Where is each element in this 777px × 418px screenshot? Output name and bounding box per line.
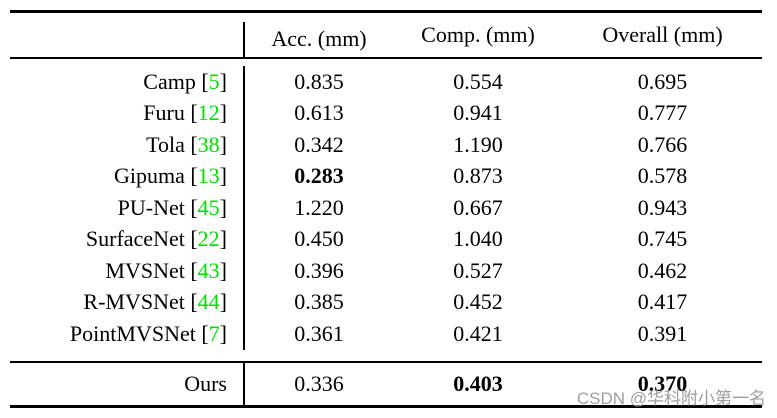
table-row: Gipuma [13] 0.283 0.873 0.578 bbox=[10, 160, 762, 192]
comp-value-best: 0.403 bbox=[453, 370, 503, 396]
method-name: PointMVSNet bbox=[69, 320, 196, 346]
header-overall: Overall (mm) bbox=[602, 22, 723, 47]
table-header-row: Acc. (mm) Comp. (mm) Overall (mm) bbox=[10, 13, 762, 57]
comp-value: 0.421 bbox=[453, 320, 503, 346]
acc-value: 0.336 bbox=[243, 362, 393, 405]
citation-number[interactable]: 5 bbox=[208, 68, 220, 94]
cite-bracket-close: ] bbox=[219, 100, 227, 126]
method-cell: Furu [12] bbox=[10, 102, 243, 124]
acc-value: 1.220 bbox=[243, 192, 393, 224]
citation-number[interactable]: 12 bbox=[197, 100, 220, 126]
ours-row: Ours 0.336 0.403 0.370 bbox=[10, 362, 762, 405]
acc-value: 0.361 bbox=[243, 318, 393, 350]
cite-bracket-open: [ bbox=[184, 194, 198, 220]
header-acc: Acc. (mm) bbox=[243, 21, 393, 57]
method-cell: Gipuma [13] bbox=[10, 165, 243, 187]
citation-number[interactable]: 43 bbox=[197, 257, 220, 283]
table-row: Furu [12] 0.613 0.941 0.777 bbox=[10, 97, 762, 129]
footer-rule bbox=[10, 360, 762, 363]
table-row: MVSNet [43] 0.396 0.527 0.462 bbox=[10, 255, 762, 287]
method-cell: PointMVSNet [7] bbox=[10, 320, 243, 346]
cite-bracket-open: [ bbox=[184, 163, 198, 189]
table-row: R-MVSNet [44] 0.385 0.452 0.417 bbox=[10, 286, 762, 318]
header-comp: Comp. (mm) bbox=[421, 22, 535, 47]
table-row: Camp [5] 0.835 0.554 0.695 bbox=[10, 66, 762, 98]
acc-value: 0.385 bbox=[243, 286, 393, 318]
cite-bracket-open: [ bbox=[184, 257, 198, 283]
method-cell: Tola [38] bbox=[10, 131, 243, 157]
citation-number[interactable]: 13 bbox=[197, 163, 220, 189]
comp-value: 1.040 bbox=[453, 226, 503, 252]
comp-value: 1.190 bbox=[453, 131, 503, 157]
comp-value: 0.667 bbox=[453, 194, 503, 220]
method-name: Tola bbox=[146, 131, 185, 157]
overall-value: 0.943 bbox=[637, 194, 688, 220]
acc-value: 0.396 bbox=[243, 255, 393, 287]
comp-value: 0.873 bbox=[453, 163, 503, 189]
overall-value-best: 0.370 bbox=[637, 370, 688, 396]
cite-bracket-close: ] bbox=[219, 131, 227, 157]
method-cell: MVSNet [43] bbox=[10, 257, 243, 283]
acc-value-best: 0.283 bbox=[243, 160, 393, 192]
cite-bracket-open: [ bbox=[184, 131, 198, 157]
comp-value: 0.452 bbox=[453, 289, 503, 315]
method-cell: PU-Net [45] bbox=[10, 194, 243, 220]
cite-bracket-open: [ bbox=[184, 226, 198, 252]
table-row: Tola [38] 0.342 1.190 0.766 bbox=[10, 129, 762, 161]
overall-value: 0.391 bbox=[637, 320, 688, 346]
table-row: PointMVSNet [7] 0.361 0.421 0.391 bbox=[10, 318, 762, 350]
method-name: Gipuma bbox=[113, 163, 185, 189]
overall-value: 0.745 bbox=[637, 226, 688, 252]
acc-value: 0.835 bbox=[243, 66, 393, 98]
cite-bracket-close: ] bbox=[219, 257, 227, 283]
overall-value: 0.462 bbox=[637, 257, 688, 283]
comp-value: 0.527 bbox=[453, 257, 503, 283]
acc-value: 0.342 bbox=[243, 129, 393, 161]
method-cell: Ours bbox=[184, 370, 227, 396]
cite-bracket-close: ] bbox=[219, 68, 227, 94]
cite-bracket-close: ] bbox=[219, 289, 227, 315]
table-row: SurfaceNet [22] 0.450 1.040 0.745 bbox=[10, 223, 762, 255]
cite-bracket-close: ] bbox=[219, 194, 227, 220]
method-name: PU-Net bbox=[117, 194, 185, 220]
citation-number[interactable]: 38 bbox=[197, 131, 220, 157]
cite-bracket-open: [ bbox=[195, 320, 209, 346]
comp-value: 0.554 bbox=[453, 68, 503, 94]
method-name: Furu bbox=[143, 100, 185, 126]
citation-number[interactable]: 22 bbox=[197, 226, 220, 252]
overall-value: 0.766 bbox=[637, 131, 688, 157]
method-cell: SurfaceNet [22] bbox=[10, 228, 243, 250]
method-cell: R-MVSNet [44] bbox=[10, 291, 243, 313]
method-cell: Camp [5] bbox=[10, 68, 243, 94]
overall-value: 0.417 bbox=[637, 289, 688, 315]
cite-bracket-close: ] bbox=[219, 320, 227, 346]
comp-value: 0.941 bbox=[453, 100, 503, 126]
acc-value: 0.613 bbox=[243, 97, 393, 129]
overall-value: 0.578 bbox=[637, 163, 688, 189]
table-body: Camp [5] 0.835 0.554 0.695 Furu [12] 0.6… bbox=[10, 59, 762, 361]
cite-bracket-open: [ bbox=[195, 68, 209, 94]
method-name: R-MVSNet bbox=[83, 289, 185, 315]
bottom-rule bbox=[10, 404, 762, 408]
csdn-watermark: CSDN @华科附小第一名 bbox=[576, 389, 766, 408]
method-name: SurfaceNet bbox=[85, 226, 185, 252]
table-row: PU-Net [45] 1.220 0.667 0.943 bbox=[10, 192, 762, 224]
citation-number[interactable]: 44 bbox=[197, 289, 220, 315]
method-name: Camp bbox=[143, 68, 196, 94]
cite-bracket-close: ] bbox=[219, 163, 227, 189]
overall-value: 0.777 bbox=[637, 100, 688, 126]
citation-number[interactable]: 7 bbox=[208, 320, 220, 346]
header-rule bbox=[10, 57, 762, 59]
overall-value: 0.695 bbox=[637, 68, 688, 94]
method-name: MVSNet bbox=[105, 257, 185, 283]
cite-bracket-open: [ bbox=[184, 100, 198, 126]
cite-bracket-open: [ bbox=[184, 289, 198, 315]
acc-value: 0.450 bbox=[243, 223, 393, 255]
citation-number[interactable]: 45 bbox=[197, 194, 220, 220]
results-table: Acc. (mm) Comp. (mm) Overall (mm) Camp [… bbox=[10, 10, 762, 408]
cite-bracket-close: ] bbox=[219, 226, 227, 252]
top-rule bbox=[10, 10, 762, 13]
